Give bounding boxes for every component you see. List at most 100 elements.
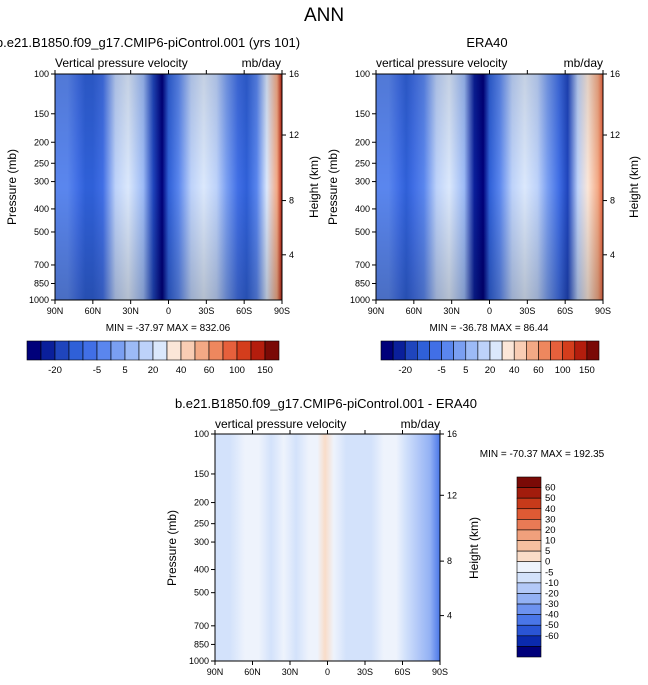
colorbar-swatch <box>477 340 491 361</box>
panel-title: b.e21.B1850.f09_g17.CMIP6-piControl.001 … <box>0 35 300 50</box>
colorbar-swatch <box>380 340 394 361</box>
colorbar-swatch <box>574 340 588 361</box>
x-tick-label: 30N <box>282 667 299 677</box>
panel-subtitle-right: mb/day <box>564 56 603 70</box>
heatmap-shading <box>376 74 603 300</box>
y-tick-label-right: 12 <box>289 130 299 140</box>
x-tick-label: 0 <box>325 667 330 677</box>
colorbar-swatch <box>516 603 542 615</box>
colorbar-swatch <box>516 635 542 647</box>
colorbar-model: -20 -5 5 20 40 60 100 150 <box>26 340 280 376</box>
y-tick-label: 850 <box>194 639 209 649</box>
colorbar-swatch <box>152 340 168 361</box>
stats-text: MIN = -70.37 MAX = 192.35 <box>480 449 605 460</box>
x-tick-label: 30N <box>443 306 460 316</box>
y-axis-label: Pressure (mb) <box>5 149 19 225</box>
colorbar-label: 5 <box>545 546 550 557</box>
y-tick-label: 1000 <box>29 295 49 305</box>
stats-text: MIN = -37.97 MAX = 832.06 <box>106 323 231 334</box>
heatmap-field <box>215 434 440 661</box>
colorbar-label: -60 <box>545 631 559 642</box>
y-tick-label-right: 8 <box>447 556 452 566</box>
colorbar-swatch <box>516 561 542 573</box>
colorbar-label: 40 <box>545 504 556 515</box>
colorbar-swatch <box>516 508 542 520</box>
colorbar-label: 5 <box>463 365 468 376</box>
y-tick-label: 100 <box>355 69 370 79</box>
colorbar-swatch <box>441 340 454 361</box>
y-tick-label-right: 12 <box>447 490 457 500</box>
colorbar-swatch <box>538 340 551 361</box>
x-tick-label: 60S <box>557 306 573 316</box>
y-axis-label-right: Height (km) <box>307 156 321 218</box>
y-tick-label: 150 <box>194 469 209 479</box>
y-tick-label: 200 <box>194 498 209 508</box>
colorbar-swatch <box>516 593 542 605</box>
y-tick-label: 700 <box>194 621 209 631</box>
y-tick-label: 300 <box>355 177 370 187</box>
colorbar-swatch <box>516 497 542 510</box>
y-tick-label-right: 12 <box>610 130 620 140</box>
colorbar-swatch <box>110 340 126 361</box>
colorbar-label: 20 <box>148 365 159 376</box>
colorbar-label: -50 <box>545 620 559 631</box>
colorbar-label: -40 <box>545 610 559 621</box>
y-tick-label: 1000 <box>189 656 209 666</box>
panel-subtitle-left: vertical pressure velocity <box>376 56 507 70</box>
colorbar-swatch <box>194 340 210 361</box>
colorbar-label: 150 <box>257 365 273 376</box>
panel-subtitle-left: vertical pressure velocity <box>215 417 346 431</box>
stats-text: MIN = -36.78 MAX = 86.44 <box>430 323 549 334</box>
colorbar-swatch <box>138 340 154 361</box>
x-tick-label: 60S <box>236 306 252 316</box>
panel-title: b.e21.B1850.f09_g17.CMIP6-piControl.001 … <box>175 396 477 411</box>
y-tick-label: 400 <box>194 565 209 575</box>
colorbar-swatch <box>96 340 112 361</box>
y-tick-label-right: 8 <box>610 196 615 206</box>
panel-era40: ERA40 vertical pressure velocity mb/day … <box>326 35 641 334</box>
x-tick-labels: 90N 60N 30N 0 30S 60S 90S <box>368 70 611 316</box>
colorbar-label: -20 <box>398 365 412 376</box>
y-tick-labels-right: 16 12 8 4 <box>603 69 620 260</box>
panel-subtitle-right: mb/day <box>401 417 440 431</box>
colorbar-swatch <box>489 340 503 361</box>
colorbar-label: 5 <box>122 365 127 376</box>
colorbar-swatch <box>516 571 542 584</box>
x-tick-labels: 90N 60N 30N 0 30S 60S 90S <box>207 430 448 677</box>
y-tick-label: 100 <box>194 429 209 439</box>
y-tick-label: 200 <box>355 137 370 147</box>
colorbar-label: 0 <box>545 557 550 568</box>
colorbar-swatch <box>264 340 280 361</box>
y-tick-label: 250 <box>194 519 209 529</box>
colorbar-label: -30 <box>545 599 559 610</box>
colorbar-swatch <box>516 487 542 499</box>
x-tick-label: 90N <box>368 306 385 316</box>
x-tick-label: 0 <box>166 306 171 316</box>
colorbar-swatch <box>250 340 266 361</box>
colorbar-swatch <box>26 340 42 361</box>
x-tick-label: 60N <box>406 306 423 316</box>
y-tick-label-right: 8 <box>289 196 294 206</box>
y-tick-label: 850 <box>34 279 49 289</box>
x-tick-label: 90S <box>274 306 290 316</box>
y-tick-label: 500 <box>194 588 209 598</box>
y-tick-label: 400 <box>355 204 370 214</box>
colorbar-label: 20 <box>545 525 556 536</box>
y-axis-label: Pressure (mb) <box>165 510 179 586</box>
colorbar-swatch <box>516 624 542 637</box>
x-tick-label: 30N <box>122 306 139 316</box>
colorbar-swatch <box>429 340 442 361</box>
colorbar-label: -5 <box>437 365 445 376</box>
colorbar-swatch <box>516 582 542 594</box>
colorbar-swatch <box>404 340 418 361</box>
y-tick-label: 300 <box>34 177 49 187</box>
y-tick-labels-right: 16 12 8 4 <box>440 429 457 621</box>
colorbar-swatch <box>562 340 576 361</box>
colorbar-swatch <box>82 340 98 361</box>
x-tick-label: 90S <box>432 667 448 677</box>
colorbar-era40: -20 -5 5 20 40 60 100 150 <box>380 340 600 376</box>
colorbar-swatch <box>516 519 542 531</box>
colorbar-swatch <box>166 340 182 361</box>
heatmap-shading <box>55 74 282 300</box>
colorbar-swatch <box>68 340 84 361</box>
